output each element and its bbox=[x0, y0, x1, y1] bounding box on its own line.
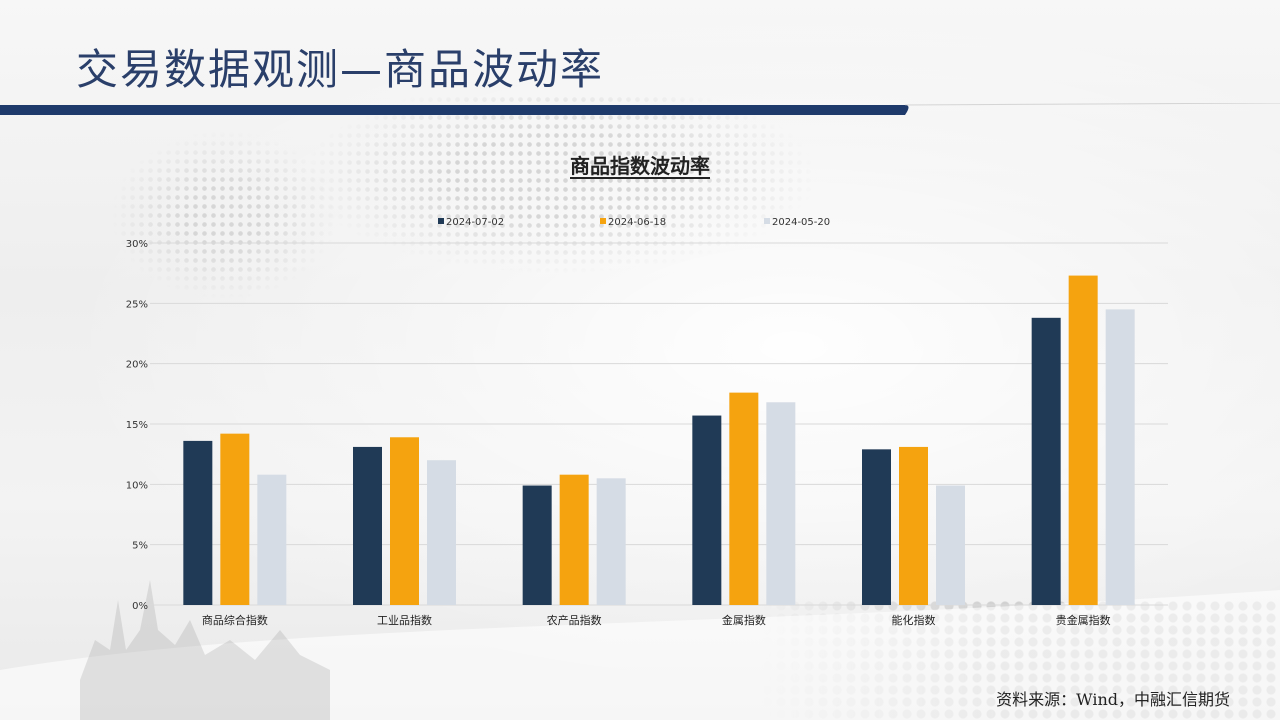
bar bbox=[596, 478, 626, 605]
y-tick-label: 5% bbox=[132, 541, 148, 552]
title-underline-bar bbox=[0, 103, 1280, 115]
source-note: 资料来源：Wind，中融汇信期货 bbox=[996, 690, 1230, 709]
bar bbox=[427, 460, 456, 605]
slide-title: 交易数据观测—商品波动率 bbox=[76, 45, 605, 94]
legend-label: 2024-05-20 bbox=[772, 217, 830, 228]
y-tick-label: 0% bbox=[132, 601, 148, 612]
y-tick-label: 10% bbox=[126, 480, 148, 491]
bar bbox=[390, 437, 419, 605]
bar bbox=[862, 449, 891, 605]
bar bbox=[936, 485, 965, 605]
bar bbox=[1068, 275, 1098, 605]
bottom-swoosh-decoration bbox=[0, 580, 1280, 720]
bar bbox=[766, 402, 796, 605]
legend-swatch bbox=[438, 218, 444, 224]
x-category-label: 农产品指数 bbox=[547, 613, 602, 627]
legend-label: 2024-06-18 bbox=[608, 217, 666, 228]
bar bbox=[729, 392, 759, 605]
legend-swatch bbox=[600, 218, 606, 224]
y-tick-label: 30% bbox=[126, 239, 148, 250]
bar bbox=[559, 474, 589, 605]
bar bbox=[522, 485, 552, 605]
bar bbox=[183, 440, 213, 605]
legend-swatch bbox=[764, 218, 770, 224]
bar bbox=[1031, 317, 1061, 605]
bar bbox=[353, 446, 382, 605]
x-category-label: 金属指数 bbox=[722, 613, 766, 627]
bar bbox=[220, 433, 250, 605]
legend-label: 2024-07-02 bbox=[446, 217, 504, 228]
bar bbox=[899, 446, 928, 605]
y-tick-label: 15% bbox=[126, 420, 148, 431]
y-tick-label: 25% bbox=[126, 299, 148, 310]
x-category-label: 能化指数 bbox=[892, 613, 936, 627]
bar bbox=[1105, 309, 1135, 605]
world-map-dots bbox=[300, 95, 820, 275]
y-tick-label: 20% bbox=[126, 360, 148, 371]
chart-title: 商品指数波动率 bbox=[0, 150, 1280, 179]
world-map-dots-left bbox=[110, 130, 340, 300]
chart-title-text: 商品指数波动率 bbox=[570, 154, 710, 178]
x-category-label: 商品综合指数 bbox=[202, 613, 268, 627]
x-category-label: 贵金属指数 bbox=[1056, 613, 1111, 627]
x-category-label: 工业品指数 bbox=[377, 613, 432, 627]
bar bbox=[692, 415, 722, 605]
bar bbox=[257, 474, 287, 605]
